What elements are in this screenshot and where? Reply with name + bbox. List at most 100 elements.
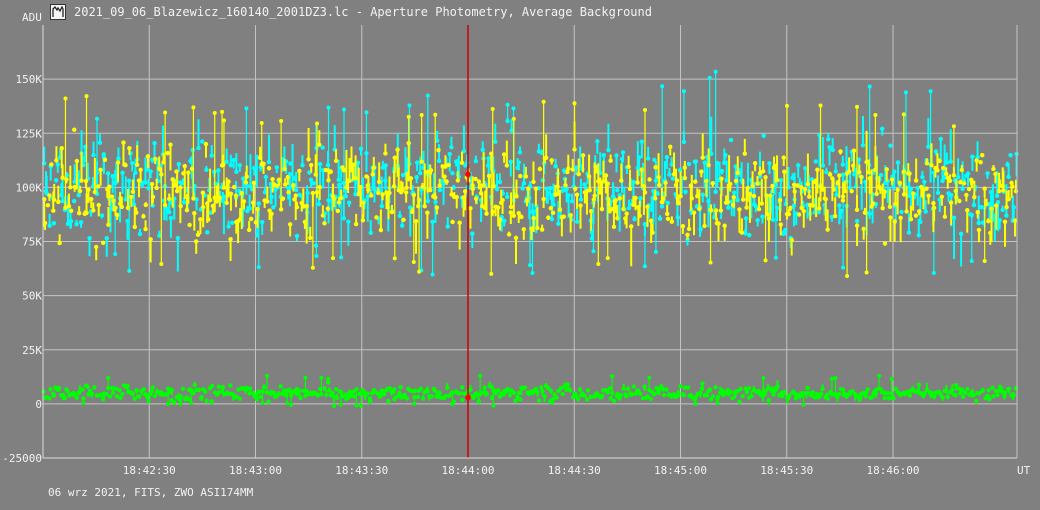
data-point	[127, 146, 132, 151]
x-tick-label: 18:45:00	[654, 464, 707, 477]
data-point	[580, 153, 586, 158]
data-point	[49, 162, 54, 167]
data-point	[731, 195, 736, 200]
data-point	[974, 158, 979, 163]
data-point	[959, 387, 965, 393]
data-point	[895, 160, 901, 165]
data-point	[995, 393, 1000, 398]
data-point	[78, 220, 84, 225]
data-point	[787, 393, 792, 399]
data-point	[572, 147, 577, 152]
data-point	[220, 109, 225, 114]
data-point	[328, 169, 333, 175]
data-point	[610, 390, 615, 396]
data-point	[221, 185, 227, 190]
data-point	[51, 220, 57, 226]
data-point	[346, 200, 352, 205]
data-point	[639, 167, 644, 172]
data-point	[425, 169, 430, 175]
data-point	[543, 155, 549, 160]
data-point	[974, 398, 979, 403]
data-point	[446, 162, 451, 168]
data-point	[419, 113, 424, 118]
data-point	[367, 398, 373, 404]
data-point	[341, 216, 347, 221]
data-point	[125, 205, 131, 211]
data-point	[918, 219, 923, 225]
data-point	[841, 265, 846, 270]
data-point	[820, 163, 826, 168]
data-point	[886, 396, 892, 401]
data-point	[951, 173, 957, 178]
data-point	[898, 215, 903, 221]
data-point	[319, 375, 324, 380]
data-point	[608, 396, 614, 401]
data-point	[782, 169, 787, 174]
data-point	[620, 150, 626, 155]
data-point	[761, 133, 766, 138]
data-point	[320, 145, 325, 150]
data-point	[241, 176, 246, 181]
data-point	[951, 124, 956, 129]
data-point	[144, 394, 150, 399]
data-point	[314, 253, 319, 258]
data-point	[699, 169, 704, 174]
data-point	[615, 187, 620, 193]
data-point	[276, 177, 282, 182]
data-point	[958, 180, 963, 185]
data-point	[294, 204, 300, 210]
data-point	[728, 389, 733, 395]
data-point	[95, 116, 100, 121]
data-point	[540, 178, 546, 183]
data-point	[652, 196, 658, 201]
data-point	[325, 379, 331, 385]
data-point	[575, 396, 581, 401]
data-point	[676, 390, 681, 396]
data-point	[938, 136, 943, 142]
data-point	[755, 217, 760, 223]
data-point	[704, 393, 710, 398]
data-point	[350, 162, 356, 168]
data-point	[860, 143, 866, 148]
data-point	[625, 386, 631, 392]
data-point	[901, 169, 907, 174]
data-point	[895, 187, 900, 193]
data-point	[286, 190, 291, 195]
data-point	[596, 261, 601, 266]
data-point	[366, 187, 371, 192]
data-point	[915, 185, 920, 191]
data-point	[484, 211, 489, 216]
data-point	[376, 190, 381, 196]
data-point	[508, 159, 513, 164]
data-point	[129, 194, 134, 200]
lightcurve-app-icon[interactable]	[50, 4, 66, 20]
data-point	[789, 237, 794, 243]
data-point	[605, 181, 610, 186]
data-point	[768, 193, 773, 198]
data-point	[561, 214, 566, 219]
data-point	[744, 389, 750, 395]
data-point	[412, 394, 417, 400]
data-point	[217, 195, 222, 200]
data-point	[189, 401, 194, 406]
data-point	[763, 258, 768, 263]
data-point	[916, 382, 922, 387]
data-point	[294, 391, 299, 396]
data-point	[361, 389, 367, 395]
data-point	[248, 216, 254, 222]
data-point	[681, 89, 686, 94]
data-point	[1004, 204, 1009, 210]
data-point	[110, 390, 116, 395]
data-point	[252, 165, 257, 171]
data-point	[584, 397, 590, 402]
cursor-marker	[465, 394, 471, 401]
data-point	[976, 227, 982, 233]
data-point	[392, 155, 397, 160]
data-point	[685, 385, 691, 390]
data-point	[899, 209, 904, 215]
data-point	[550, 210, 556, 215]
data-point	[311, 181, 316, 186]
data-point	[109, 194, 115, 199]
data-point	[629, 224, 634, 229]
